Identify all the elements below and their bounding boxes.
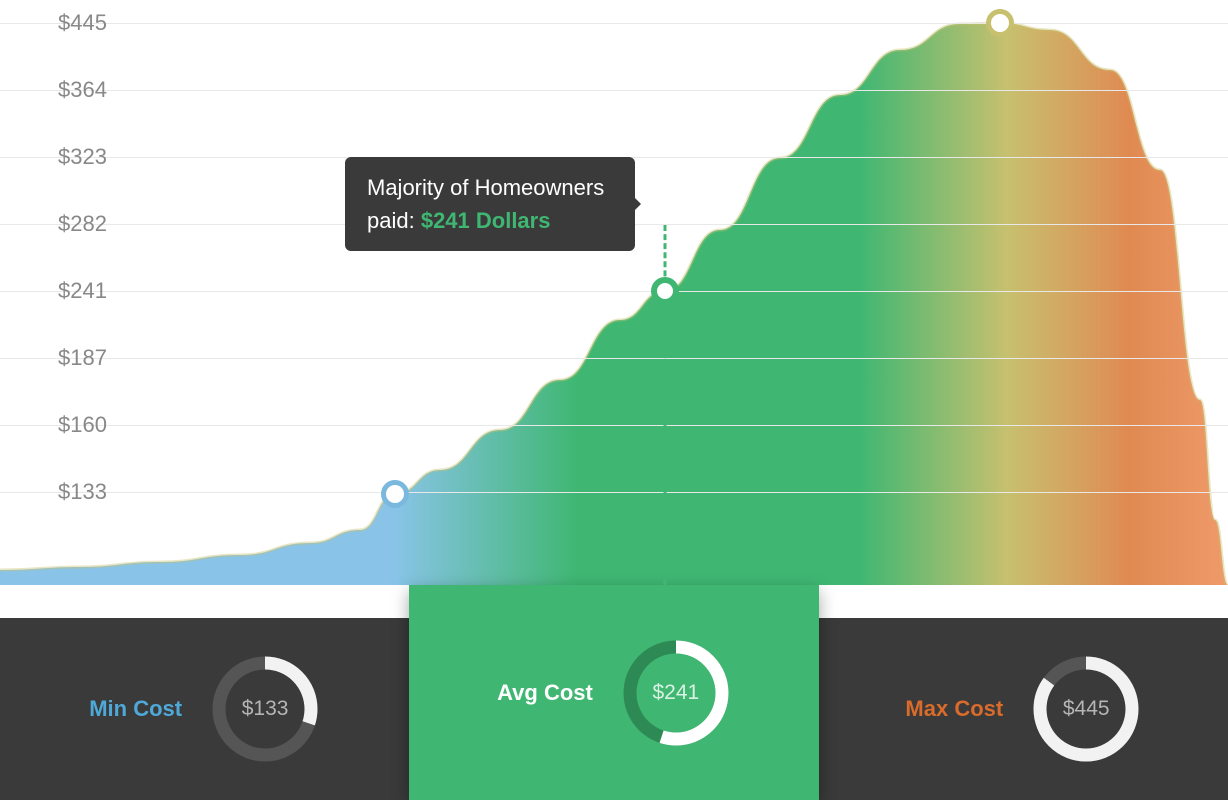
avg-cost-value: $241: [653, 681, 700, 705]
y-label: $241: [58, 278, 107, 304]
y-label: $133: [58, 479, 107, 505]
avg-cost-card: Avg Cost $241: [409, 585, 818, 800]
max-marker: [986, 9, 1014, 37]
min-cost-label: Min Cost: [89, 696, 182, 722]
avg-tooltip: Majority of Homeowners paid: $241 Dollar…: [345, 157, 635, 251]
max-cost-label: Max Cost: [905, 696, 1003, 722]
avg-marker: [651, 277, 679, 305]
max-cost-value: $445: [1063, 697, 1110, 721]
tooltip-amount: $241 Dollars: [421, 208, 551, 233]
tooltip-prefix: paid:: [367, 208, 421, 233]
avg-cost-label: Avg Cost: [497, 680, 593, 706]
tooltip-line2: paid: $241 Dollars: [367, 204, 613, 237]
summary-cards: Min Cost $133 Avg Cost $241 Max Cost $44…: [0, 585, 1228, 800]
y-label: $282: [58, 211, 107, 237]
min-donut: $133: [210, 654, 320, 764]
max-cost-card: Max Cost $445: [819, 618, 1228, 800]
y-label: $187: [58, 345, 107, 371]
min-cost-value: $133: [242, 697, 289, 721]
y-label: $445: [58, 10, 107, 36]
min-marker: [381, 480, 409, 508]
y-label: $323: [58, 144, 107, 170]
y-label: $160: [58, 412, 107, 438]
avg-donut: $241: [621, 638, 731, 748]
y-label: $364: [58, 77, 107, 103]
chart-svg: [0, 0, 1228, 585]
tooltip-line1: Majority of Homeowners: [367, 171, 613, 204]
max-donut: $445: [1031, 654, 1141, 764]
min-cost-card: Min Cost $133: [0, 618, 409, 800]
cost-distribution-chart: $445 $364 $323 $282 $241 $187 $160 $133 Majorit…: [0, 0, 1228, 585]
